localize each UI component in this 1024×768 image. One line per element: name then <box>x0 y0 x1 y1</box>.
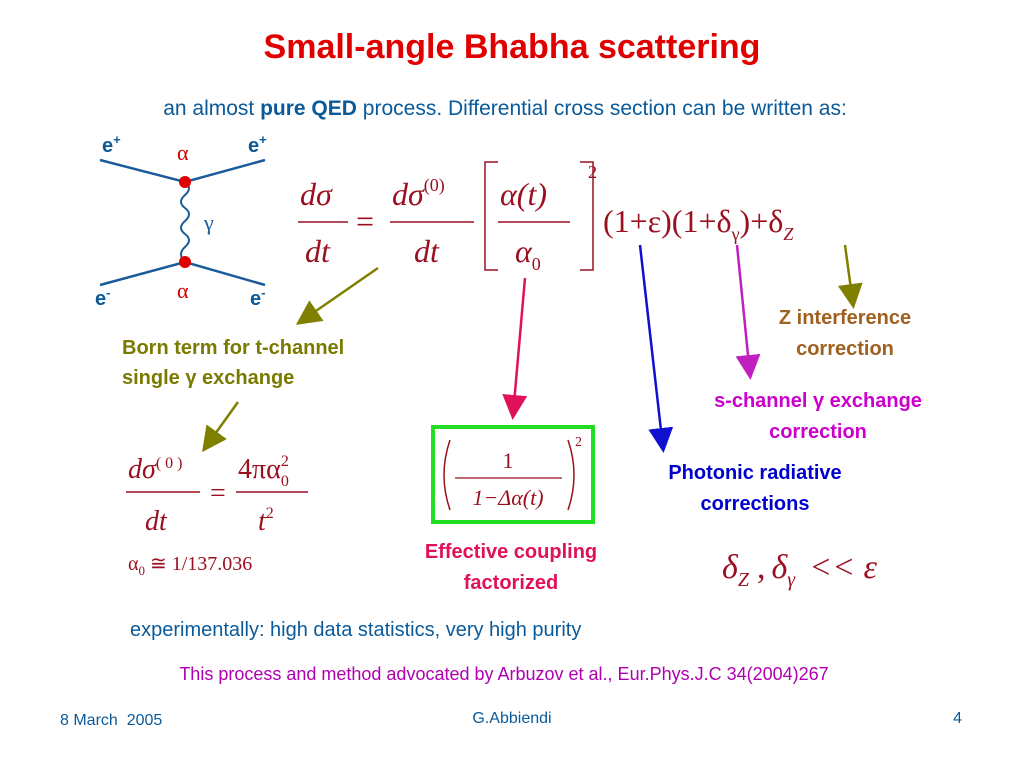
eq-text: (1+ε)(1+δγ)+δZ <box>603 203 794 244</box>
annotation: Born term for t-channel <box>122 337 344 359</box>
intro-text: process. Differential cross section can … <box>363 97 847 120</box>
eq-text: dt <box>305 233 331 269</box>
arrow <box>837 244 863 309</box>
eq-text: dσ(0) <box>392 175 445 212</box>
eq-sup: 2 <box>266 505 274 522</box>
eq-text: α <box>128 553 139 575</box>
particle-label: e+ <box>102 132 121 157</box>
intro-text: an almost <box>163 97 254 120</box>
label-sup: - <box>261 285 265 300</box>
eq-text: ) <box>740 203 751 239</box>
particle-label: e- <box>250 285 265 310</box>
vertex <box>179 256 191 268</box>
arrow <box>638 244 674 453</box>
annotation: correction <box>796 338 894 360</box>
particle-label: e+ <box>248 132 267 157</box>
inequality: δZ, δγ << ε <box>722 549 878 591</box>
eq-text: 4πα2 0 <box>238 453 289 490</box>
experimental-note: experimentally: high data statistics, ve… <box>130 619 581 641</box>
eq-text: << ε <box>809 549 877 586</box>
eq-text: +δ <box>750 203 783 239</box>
eq-text: , <box>757 549 766 586</box>
label-sup: + <box>259 132 267 147</box>
eq-text: dσ( 0 ) <box>128 454 182 485</box>
eq-sup: 2 <box>575 435 582 450</box>
arrow <box>202 401 240 453</box>
eq-text: dt <box>145 506 168 537</box>
born-equation: dσ( 0 ) dt = 4πα2 0 t2 α0 ≅ 1/137.036 <box>126 453 308 580</box>
arrow <box>502 277 528 420</box>
eq-text: = <box>356 203 374 239</box>
eq-sub: 0 <box>138 563 145 578</box>
annotation: single γ exchange <box>122 367 294 389</box>
annotation: Z interference <box>779 307 911 329</box>
eq-text: (1+δ <box>672 203 732 239</box>
coupling: α <box>177 140 189 165</box>
eq-text: 1 <box>503 448 514 473</box>
footer-page: 4 <box>953 710 962 727</box>
eq-text: dt <box>414 233 440 269</box>
eq-text: 1−Δα(t) <box>472 485 543 510</box>
eq-text: dσ <box>300 176 333 212</box>
particle-label: e- <box>95 285 110 310</box>
eq-text: = <box>210 478 226 509</box>
annotation: factorized <box>464 572 558 594</box>
label: e <box>250 288 261 310</box>
label-sup: - <box>106 285 110 300</box>
coupling: α <box>177 278 189 303</box>
eq-sub: Z <box>783 224 794 244</box>
eq-text: dσ <box>392 176 425 212</box>
arrow <box>735 244 761 380</box>
eq-text: δ <box>771 549 788 586</box>
eq-sub: γ <box>787 569 796 591</box>
eq-text: α <box>515 233 533 269</box>
arrow <box>295 266 379 325</box>
eq-sup: 2 <box>281 453 289 470</box>
annotation: Photonic radiative <box>668 462 841 484</box>
vertex <box>179 176 191 188</box>
eq-text: ≅ 1/137.036 <box>150 553 252 575</box>
eq-text: t <box>258 506 267 537</box>
eq-sub: γ <box>731 224 740 244</box>
eq-text: dσ <box>128 454 157 485</box>
eq-text: 4πα <box>238 454 281 485</box>
label: e <box>248 135 259 157</box>
eq-sub: Z <box>738 569 750 591</box>
eq-sub: 0 <box>281 473 289 490</box>
annotation: Effective coupling <box>425 541 597 563</box>
eq-text: δ <box>722 549 739 586</box>
annotation: corrections <box>701 493 810 515</box>
alpha0: α0 ≅ 1/137.036 <box>128 553 252 580</box>
eq-sup: ( 0 ) <box>156 455 183 472</box>
footer-author: G.Abbiendi <box>472 710 551 727</box>
title: Small-angle Bhabha scattering <box>264 28 761 66</box>
intro: an almost pure QED process. Differential… <box>163 97 847 120</box>
eq-text: α(t) <box>500 176 547 212</box>
eq-sup: (0) <box>424 175 445 196</box>
eq-text: t2 <box>258 505 274 537</box>
coupling-equation: 1 1−Δα(t) 2 <box>443 435 582 511</box>
label: e <box>102 135 113 157</box>
highlight-box <box>431 425 595 524</box>
footer-date: 8 March 2005 <box>60 712 162 729</box>
label: e <box>95 288 106 310</box>
eq-sup: 2 <box>588 162 597 182</box>
annotation: correction <box>769 421 867 443</box>
label-sup: + <box>113 132 121 147</box>
main-equation: dσ dt = dσ(0) dt α(t) α0 2 (1+ε)(1+δγ)+δ… <box>298 161 794 274</box>
propagator: γ <box>203 210 214 235</box>
annotation: s-channel γ exchange <box>714 390 922 412</box>
intro-bold: pure QED <box>260 97 357 120</box>
eq-sub: 0 <box>532 254 541 274</box>
eq-text: (1+ε) <box>603 203 672 239</box>
citation: This process and method advocated by Arb… <box>179 664 828 684</box>
eq-text: α0 <box>515 233 541 274</box>
